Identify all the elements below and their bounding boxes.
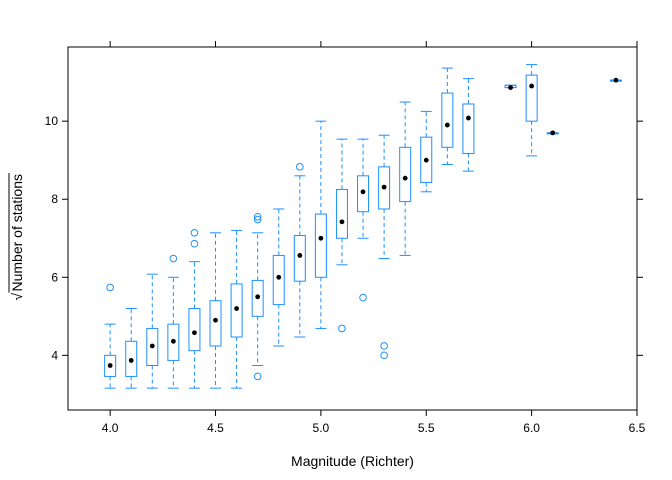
box-group bbox=[399, 101, 412, 256]
box-group bbox=[462, 78, 475, 172]
median-dot bbox=[613, 77, 619, 83]
median-dot bbox=[444, 122, 450, 128]
box-iqr bbox=[441, 92, 454, 148]
boxes bbox=[104, 64, 622, 389]
outlier-point bbox=[338, 324, 346, 333]
x-axis: 4.0 4.5 5.0 5.5 6.0 6.5 bbox=[102, 41, 646, 435]
box-group bbox=[146, 273, 159, 389]
y-axis-title-group: √ Number of stations bbox=[8, 173, 25, 301]
box-iqr bbox=[399, 146, 412, 203]
median-dot bbox=[213, 317, 218, 323]
outlier-point bbox=[296, 163, 304, 171]
median-dot bbox=[128, 358, 134, 363]
median-dot bbox=[276, 274, 282, 280]
box-group bbox=[209, 232, 222, 389]
box-group bbox=[104, 283, 117, 389]
box-group bbox=[188, 228, 201, 389]
median-dot bbox=[360, 189, 366, 195]
box-group bbox=[314, 120, 327, 329]
outlier-point bbox=[106, 283, 114, 292]
median-dot bbox=[466, 115, 471, 121]
x-axis-title: Magnitude (Richter) bbox=[291, 453, 414, 469]
box-group bbox=[293, 163, 306, 338]
box-iqr bbox=[209, 300, 222, 347]
box-iqr bbox=[335, 188, 348, 239]
y-axis-title: Number of stations bbox=[9, 174, 25, 292]
box-iqr bbox=[167, 323, 180, 361]
box-iqr bbox=[251, 279, 264, 317]
x-tick-label: 6.0 bbox=[523, 421, 540, 435]
x-tick-label: 6.5 bbox=[629, 421, 646, 435]
outlier-point bbox=[253, 212, 262, 221]
outlier-point bbox=[190, 239, 199, 248]
box-group bbox=[251, 212, 264, 381]
x-tick-label: 4.0 bbox=[102, 421, 119, 435]
median-dot bbox=[170, 338, 176, 344]
median-dot bbox=[381, 184, 387, 190]
outlier-point bbox=[359, 293, 367, 302]
median-dot bbox=[508, 85, 513, 90]
box-iqr bbox=[357, 175, 370, 213]
outlier-point bbox=[380, 351, 388, 360]
median-dot bbox=[402, 175, 408, 181]
box-group bbox=[335, 138, 348, 333]
outlier-point bbox=[380, 342, 388, 350]
median-dot bbox=[529, 83, 535, 89]
box-iqr bbox=[378, 166, 391, 210]
median-dot bbox=[318, 235, 324, 241]
box-group bbox=[546, 130, 559, 136]
box-iqr bbox=[272, 254, 285, 306]
y-tick-label: 4 bbox=[51, 348, 58, 362]
median-dot bbox=[149, 343, 155, 349]
median-dot bbox=[423, 157, 429, 163]
outlier-point bbox=[253, 215, 262, 224]
x-tick-label: 4.5 bbox=[207, 421, 224, 435]
x-tick-label: 5.5 bbox=[418, 421, 435, 435]
median-dot bbox=[255, 294, 261, 300]
box-iqr bbox=[293, 235, 306, 282]
box-group bbox=[378, 134, 391, 360]
box-iqr bbox=[525, 74, 538, 122]
box-iqr bbox=[104, 354, 117, 377]
box-group bbox=[420, 110, 433, 193]
box-group bbox=[504, 84, 517, 90]
box-group bbox=[272, 208, 285, 347]
y-tick-label: 6 bbox=[51, 270, 58, 284]
box-group bbox=[609, 77, 622, 83]
box-group bbox=[525, 64, 538, 157]
outlier-point bbox=[190, 228, 199, 237]
y-axis-title-sqrt-sign: √ bbox=[9, 293, 25, 301]
outlier-point bbox=[253, 372, 262, 381]
box-group bbox=[357, 138, 370, 302]
median-dot bbox=[339, 219, 345, 225]
plot-border bbox=[67, 46, 638, 411]
y-axis: 4 6 8 10 bbox=[45, 114, 643, 362]
y-tick-label: 8 bbox=[51, 192, 58, 206]
box-iqr bbox=[125, 340, 138, 377]
median-dot bbox=[550, 130, 556, 136]
median-dot bbox=[234, 306, 239, 311]
box-group bbox=[441, 67, 454, 165]
x-tick-label: 5.0 bbox=[313, 421, 330, 435]
y-tick-label: 10 bbox=[45, 114, 59, 128]
outlier-point bbox=[169, 254, 178, 263]
box-iqr bbox=[230, 283, 243, 338]
box-iqr bbox=[146, 327, 159, 367]
box-iqr bbox=[462, 103, 475, 155]
box-iqr bbox=[420, 136, 433, 183]
median-dot bbox=[297, 253, 303, 258]
median-dot bbox=[192, 330, 197, 336]
box-group bbox=[125, 308, 138, 389]
box-iqr bbox=[188, 308, 201, 352]
box-iqr bbox=[314, 213, 327, 278]
plot-frame bbox=[67, 46, 638, 411]
median-dot bbox=[107, 363, 113, 368]
box-group bbox=[167, 254, 180, 389]
box-group bbox=[230, 229, 243, 389]
